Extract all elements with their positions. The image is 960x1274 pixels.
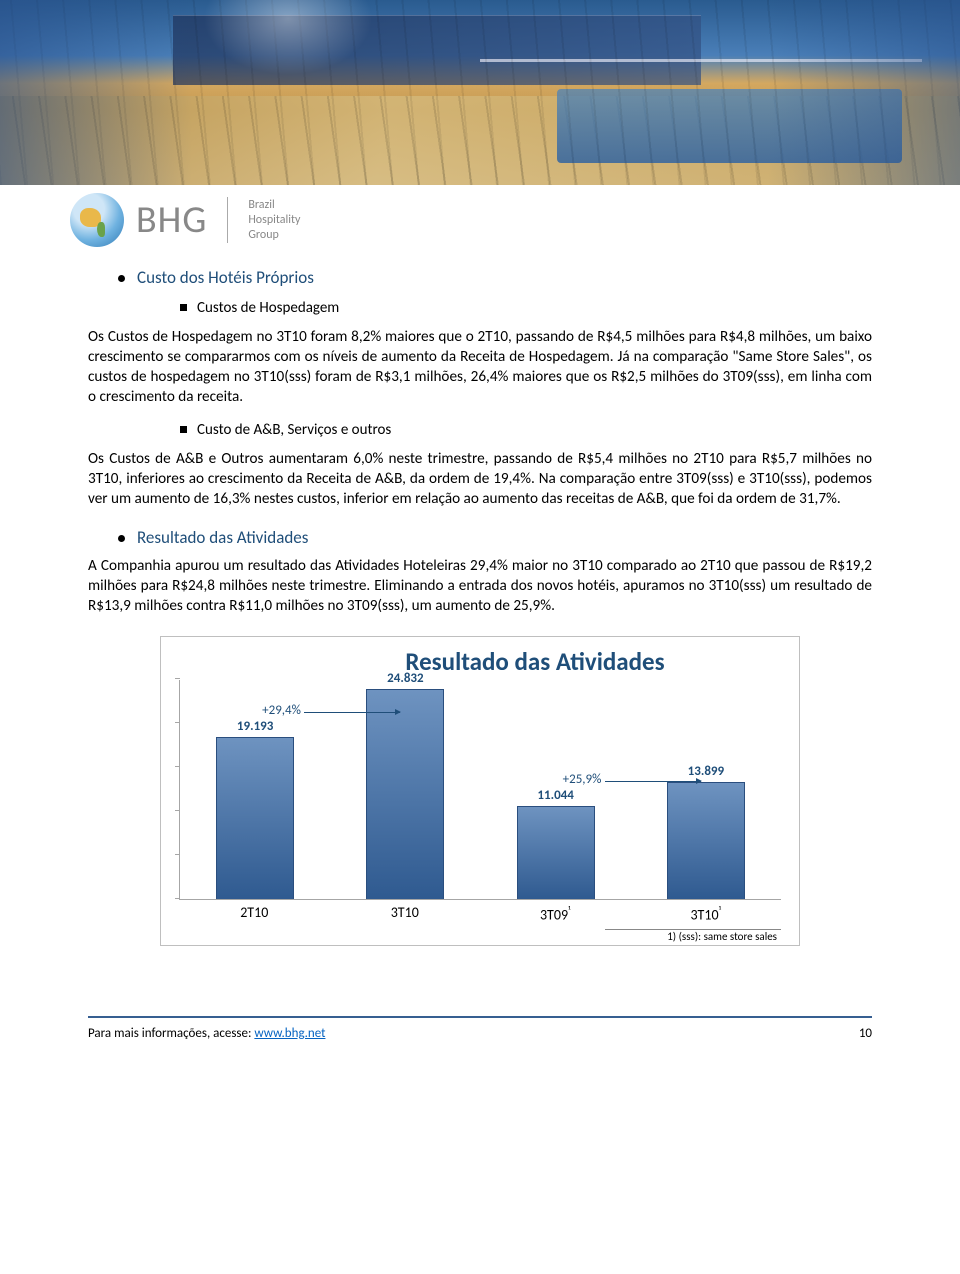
logo-divider bbox=[227, 197, 228, 243]
section1-sub2-label: Custo de A&B, Serviços e outros bbox=[197, 421, 391, 441]
section2-para: A Companhia apurou um resultado das Ativ… bbox=[88, 556, 872, 616]
chart-bar: 19.193 bbox=[216, 737, 294, 899]
chart-bar-group: 19.193 bbox=[180, 680, 330, 899]
logo-sub-line1: Brazil bbox=[248, 198, 300, 213]
bullet-square-icon bbox=[180, 304, 187, 311]
logo-sub-line2: Hospitality bbox=[248, 213, 300, 228]
chart-bar-group: 11.044 bbox=[481, 680, 631, 899]
page-footer: Para mais informações, acesse: www.bhg.n… bbox=[88, 1016, 872, 1041]
chart-bar-group: 24.832 bbox=[330, 680, 480, 899]
section1-sub2: Custo de A&B, Serviços e outros bbox=[180, 421, 872, 441]
chart-bar-label: 11.044 bbox=[537, 787, 573, 804]
section2-heading: Resultado das Atividades bbox=[118, 527, 872, 549]
chart-title: Resultado das Atividades bbox=[179, 645, 781, 678]
section1-heading-text: Custo dos Hotéis Próprios bbox=[137, 267, 314, 289]
chart-x-label: 3T10¹ bbox=[631, 904, 782, 925]
chart-pct-label: +29,4% bbox=[262, 702, 301, 719]
bullet-dot-icon bbox=[118, 275, 125, 282]
chart-bar-label: 24.832 bbox=[387, 670, 423, 687]
footer-page-number: 10 bbox=[859, 1026, 872, 1041]
chart-bar-group: 13.899 bbox=[631, 680, 781, 899]
page-content: Custo dos Hotéis Próprios Custos de Hosp… bbox=[0, 267, 960, 976]
chart-pct-arrow-icon bbox=[605, 781, 701, 782]
section2-heading-text: Resultado das Atividades bbox=[137, 527, 308, 549]
section1-heading: Custo dos Hotéis Próprios bbox=[118, 267, 872, 289]
footer-prefix: Para mais informações, acesse: bbox=[88, 1026, 254, 1041]
footer-link[interactable]: www.bhg.net bbox=[254, 1026, 325, 1041]
chart-bar: 13.899 bbox=[667, 782, 745, 900]
header-banner bbox=[0, 0, 960, 185]
chart-container: Resultado das Atividades 19.193 24.832 11.… bbox=[160, 636, 800, 946]
chart-x-label: 3T09¹ bbox=[480, 904, 631, 925]
chart-bar-label: 13.899 bbox=[688, 763, 724, 780]
section1-para2: Os Custos de A&B e Outros aumentaram 6,0… bbox=[88, 449, 872, 509]
chart-pct-label: +25,9% bbox=[563, 771, 602, 788]
logo-globe-icon bbox=[70, 193, 124, 247]
chart-pct-arrow-icon bbox=[304, 712, 400, 713]
section1-sub1-label: Custos de Hospedagem bbox=[197, 299, 339, 319]
chart-footnote: 1) (sss): same store sales bbox=[605, 929, 781, 945]
section1-para1: Os Custos de Hospedagem no 3T10 foram 8,… bbox=[88, 327, 872, 407]
bullet-dot-icon bbox=[118, 535, 125, 542]
bullet-square-icon bbox=[180, 426, 187, 433]
chart-x-label: 3T10 bbox=[330, 904, 481, 925]
chart-x-labels: 2T103T103T09¹3T10¹ bbox=[179, 904, 781, 925]
logo-row: BHG Brazil Hospitality Group bbox=[0, 185, 960, 263]
logo-sub-line3: Group bbox=[248, 228, 300, 243]
banner-overlay bbox=[0, 0, 960, 185]
logo-sub-text: Brazil Hospitality Group bbox=[248, 198, 300, 243]
chart-bar: 11.044 bbox=[517, 806, 595, 899]
chart-bar-label: 19.193 bbox=[237, 718, 273, 735]
logo-main-text: BHG bbox=[136, 197, 207, 243]
chart-ytick bbox=[175, 678, 180, 679]
footer-text: Para mais informações, acesse: www.bhg.n… bbox=[88, 1026, 325, 1041]
chart-plot-area: 19.193 24.832 11.044 13.899 +29,4% +25,9% bbox=[179, 680, 781, 900]
section1-sub1: Custos de Hospedagem bbox=[180, 299, 872, 319]
chart-x-label: 2T10 bbox=[179, 904, 330, 925]
chart-bar: 24.832 bbox=[366, 689, 444, 899]
